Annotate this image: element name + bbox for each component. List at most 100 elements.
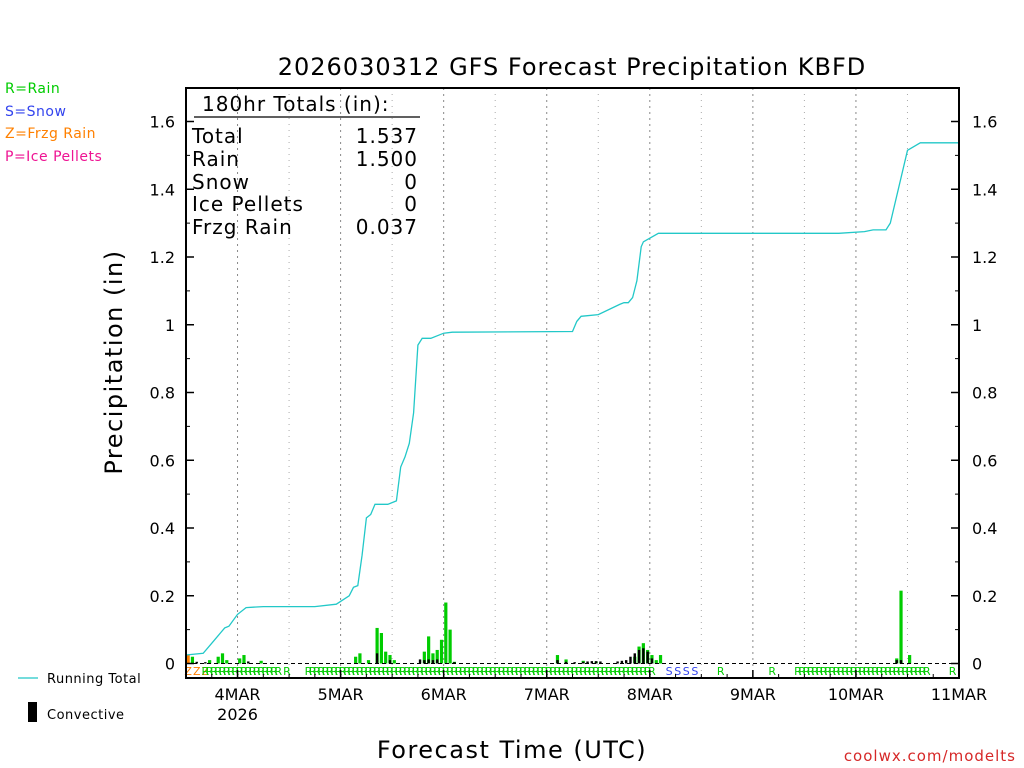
y-tick-label-right: 0.8 — [972, 384, 997, 403]
ptype-mark: R — [558, 665, 566, 678]
ptype-mark: S — [666, 665, 673, 678]
x-tick-sublabel: 2026 — [217, 705, 258, 724]
rain-bar — [354, 656, 358, 664]
convective-bar — [453, 662, 456, 664]
rain-bar — [439, 639, 444, 664]
ptype-mark: R — [244, 665, 252, 678]
convective-bar — [650, 658, 654, 664]
ptype-mark: R — [266, 665, 274, 678]
convective-bar — [388, 660, 392, 664]
ptype-legend-rain: R=Rain — [5, 81, 61, 97]
ptype-mark: R — [579, 665, 587, 678]
rain-bar — [216, 656, 220, 664]
ptype-mark: R — [214, 665, 222, 678]
rain-bar — [444, 602, 448, 664]
ptype-mark: R — [614, 665, 622, 678]
ptype-mark: R — [317, 665, 325, 678]
ptype-mark: R — [511, 665, 519, 678]
ptype-mark: R — [236, 665, 244, 678]
y-tick-label-right: 0.2 — [972, 587, 997, 606]
convective-bar — [620, 660, 624, 664]
y-tick-label-right: 0.4 — [972, 519, 997, 538]
y-tick-label-right: 0.6 — [972, 451, 997, 470]
ptype-mark: R — [536, 665, 544, 678]
convective-bar — [247, 661, 250, 664]
ptype-mark: R — [313, 665, 321, 678]
rain-bar — [375, 627, 379, 664]
convective-bar — [616, 661, 619, 664]
totals-value-snow: 0 — [404, 170, 418, 194]
totals-label-snow: Snow — [192, 170, 250, 194]
convective-bar — [646, 651, 649, 664]
y-tick-label-left: 0 — [165, 655, 175, 674]
ptype-mark: R — [880, 665, 888, 678]
ptype-mark: R — [365, 665, 373, 678]
convective-bar — [642, 648, 645, 664]
ptype-mark: R — [867, 665, 875, 678]
ptype-mark: R — [403, 665, 411, 678]
ptype-mark: R — [622, 665, 630, 678]
rain-bar — [388, 655, 392, 664]
convective-bar — [637, 649, 641, 664]
ptype-mark: Z — [193, 665, 201, 678]
ptype-mark: R — [545, 665, 553, 678]
ptype-mark: R — [249, 665, 257, 678]
ptype-mark: R — [644, 665, 652, 678]
y-tick-label-left: 0.8 — [150, 384, 175, 403]
rain-bar — [435, 649, 439, 664]
ptype-mark: R — [640, 665, 648, 678]
ptype-mark: R — [575, 665, 583, 678]
rain-bar — [190, 656, 195, 664]
y-tick-label-left: 0.6 — [150, 451, 175, 470]
ptype-mark: S — [674, 665, 681, 678]
ptype-mark: R — [468, 665, 476, 678]
ptype-mark: R — [257, 665, 265, 678]
rain-bar — [392, 660, 396, 664]
rain-bar — [658, 655, 663, 664]
ptype-mark: R — [498, 665, 506, 678]
totals-label-frzg-rain: Frzg Rain — [192, 215, 293, 239]
legend-convective-label: Convective — [47, 708, 125, 723]
convective-bar — [195, 661, 198, 664]
convective-bar — [895, 660, 898, 664]
ptype-mark: R — [554, 665, 562, 678]
x-axis-label: Forecast Time (UTC) — [377, 736, 647, 764]
convective-bar — [436, 659, 439, 664]
rain-bar — [564, 659, 568, 664]
totals-label-rain: Rain — [192, 147, 240, 171]
ptype-mark: R — [253, 665, 261, 678]
y-tick-label-left: 0.2 — [150, 587, 175, 606]
ptype-mark: R — [343, 665, 351, 678]
convective-bar — [573, 662, 576, 664]
x-tick-label: 4MAR — [215, 685, 261, 704]
ptype-mark: R — [275, 665, 283, 678]
rain-bar — [422, 651, 426, 664]
ptype-mark: R — [210, 665, 218, 678]
ptype-mark: R — [820, 665, 828, 678]
rain-bar — [654, 660, 658, 664]
ptype-mark: R — [588, 665, 596, 678]
ptype-mark: R — [841, 665, 849, 678]
convective-bar — [375, 653, 379, 664]
rain-bar — [384, 651, 388, 664]
y-tick-label-left: 1.2 — [150, 248, 175, 267]
ptype-legend-frzg-rain: Z=Frzg Rain — [5, 126, 97, 142]
ptype-mark: S — [683, 665, 690, 678]
rain-bar — [366, 660, 371, 664]
convective-bar — [423, 660, 426, 664]
convective-bar — [590, 661, 594, 664]
ptype-mark: R — [884, 665, 892, 678]
totals-box: 180hr Totals (in): Total 1.537 Rain 1.50… — [191, 92, 420, 239]
ptype-mark: R — [532, 665, 540, 678]
ptype-mark: R — [219, 665, 227, 678]
legend-convective-swatch — [28, 702, 37, 722]
rain-bar — [242, 655, 246, 664]
ptype-legend-snow: S=Snow — [5, 104, 67, 120]
ptype-legend-ice-pellets: P=Ice Pellets — [5, 149, 103, 165]
ptype-mark: R — [949, 665, 957, 678]
ptype-mark: R — [390, 665, 398, 678]
y-tick-label-right: 1 — [972, 316, 982, 335]
convective-bar — [427, 659, 430, 664]
ptype-mark: R — [227, 665, 235, 678]
